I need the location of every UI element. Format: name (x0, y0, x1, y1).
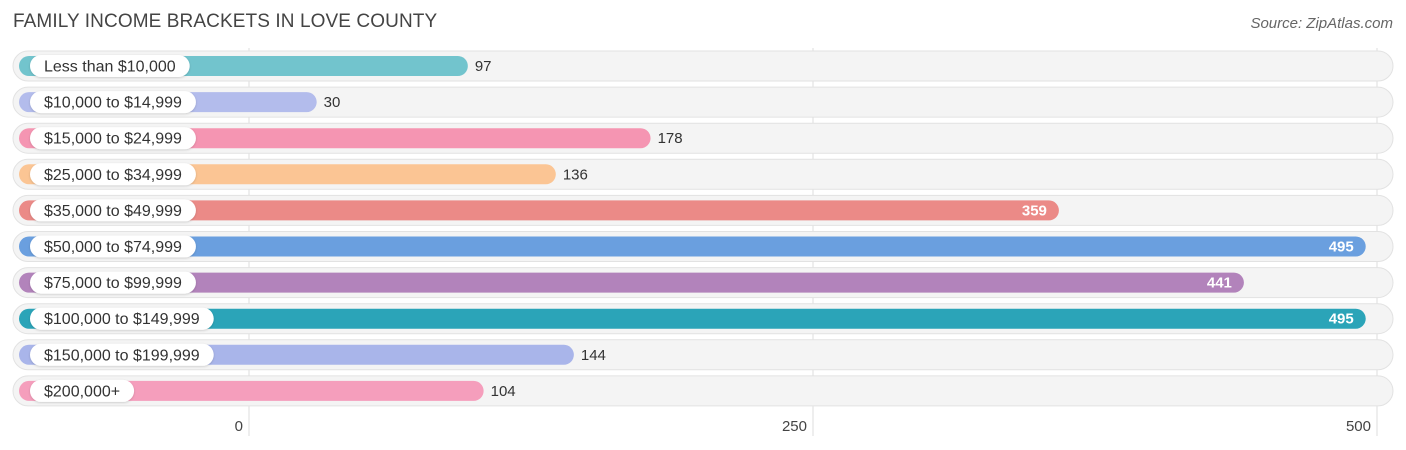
value-label: 495 (1329, 239, 1354, 256)
category-label-pill (30, 271, 196, 294)
category-label-pill (30, 307, 214, 330)
category-label: $25,000 to $34,999 (44, 167, 182, 184)
value-label: 104 (491, 383, 516, 400)
category-label: $10,000 to $14,999 (44, 95, 182, 112)
tick-label: 500 (1346, 418, 1371, 435)
category-label-pill (30, 55, 190, 77)
value-label: 441 (1207, 275, 1232, 292)
category-label: Less than $10,000 (44, 59, 176, 76)
category-label: $75,000 to $99,999 (44, 275, 182, 292)
category-label: $200,000+ (44, 383, 120, 400)
category-label: $35,000 to $49,999 (44, 203, 182, 220)
category-label: $50,000 to $74,999 (44, 239, 182, 256)
tick-label: 0 (235, 418, 243, 435)
category-label: $100,000 to $149,999 (44, 311, 200, 328)
value-label: 30 (324, 94, 341, 111)
category-label-pill (30, 91, 196, 114)
value-label: 178 (658, 130, 683, 147)
bar (19, 380, 484, 401)
bar (19, 200, 1059, 221)
value-label: 359 (1022, 202, 1047, 219)
category-label: $15,000 to $24,999 (44, 131, 182, 148)
value-label: 495 (1329, 311, 1354, 328)
bar (19, 308, 1366, 329)
value-label: 136 (563, 166, 588, 183)
bar (19, 272, 1244, 293)
chart-title: FAMILY INCOME BRACKETS IN LOVE COUNTY (13, 11, 438, 32)
value-label: 97 (475, 58, 492, 75)
category-label-pill (30, 235, 196, 258)
bar-track (12, 86, 1394, 118)
category-label-pill (30, 127, 196, 150)
category-label-pill (30, 343, 214, 366)
bar (19, 236, 1366, 257)
category-label: $150,000 to $199,999 (44, 347, 200, 364)
source-label: Source: ZipAtlas.com (1250, 15, 1393, 32)
category-label-pill (30, 199, 196, 222)
tick-label: 250 (782, 418, 807, 435)
value-label: 144 (581, 347, 606, 364)
category-label-pill (30, 379, 135, 402)
category-label-pill (30, 163, 196, 186)
